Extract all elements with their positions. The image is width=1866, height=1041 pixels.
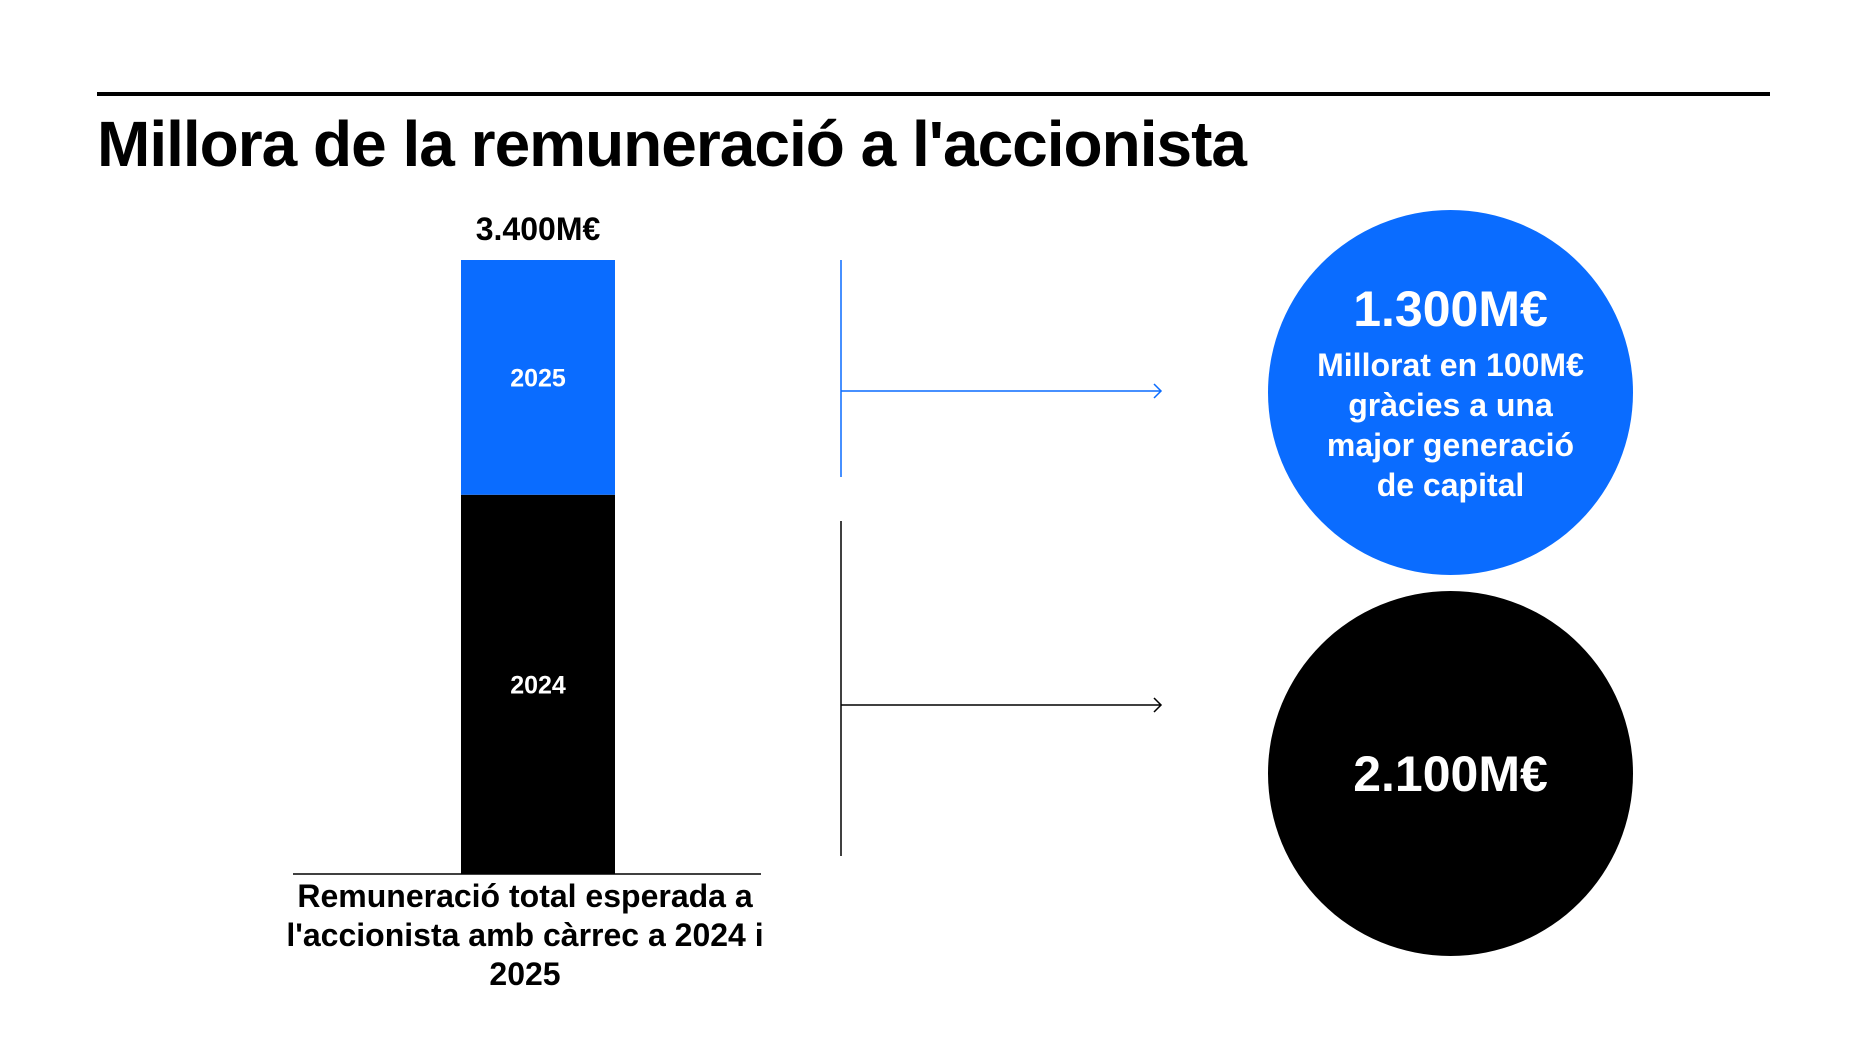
bar-segment-2025 [461,260,615,495]
arrow-head-blue-icon [1153,383,1163,399]
top-rule [97,92,1770,96]
bar-segment-2024 [461,494,615,874]
callout-value-2024: 2.100M€ [1353,745,1548,802]
callout-value-2025: 1.300M€ [1353,280,1548,337]
bar-segment-label-2024: 2024 [510,671,566,699]
callout-note-2025: Millorat en 100M€ gràcies a una major ge… [1317,346,1584,503]
arrow-head-black-icon [1153,697,1163,713]
bar-total-label: 3.400M€ [476,211,601,247]
bar-group: 2024 2025 [461,260,615,874]
page-title: Millora de la remuneració a l'accionista [97,108,1247,180]
callout-circle-2025: 1.300M€ Millorat en 100M€ gràcies a una … [1268,210,1633,575]
bar-segment-label-2025: 2025 [510,364,566,392]
callout-circle-2024: 2.100M€ [1268,591,1633,956]
chart-caption: Remuneració total esperada a l'accionist… [286,878,764,992]
